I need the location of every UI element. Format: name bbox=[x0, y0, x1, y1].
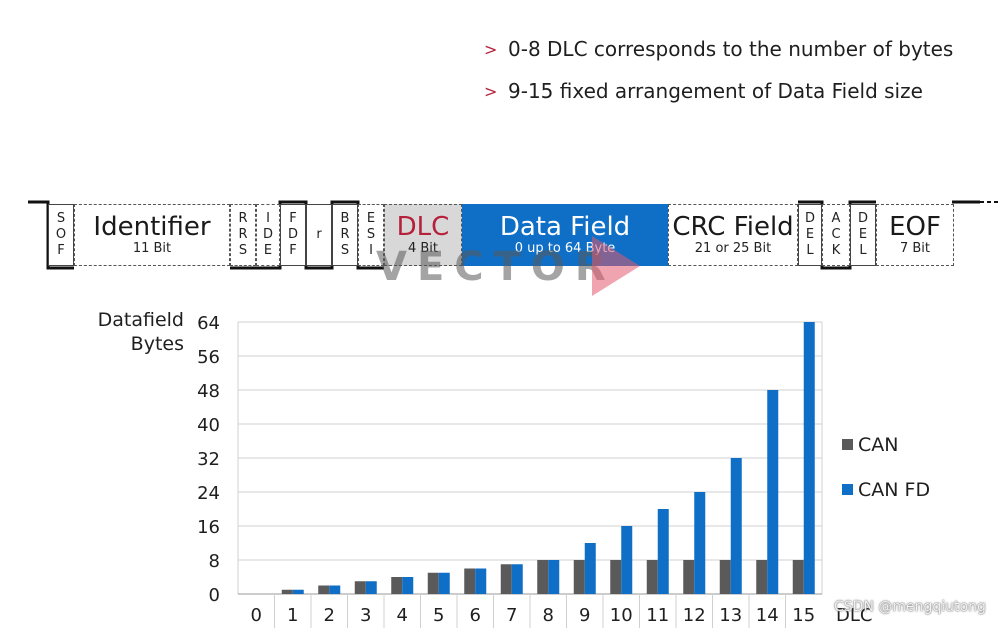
frame-rrs: R R S bbox=[230, 204, 256, 266]
y-tick-label: 24 bbox=[197, 483, 220, 504]
x-tick-label: 9 bbox=[579, 605, 590, 626]
frame-crc-field: CRC Field 21 or 25 Bit bbox=[668, 204, 798, 266]
bar-canfd bbox=[292, 589, 304, 594]
x-tick-label: 3 bbox=[360, 605, 371, 626]
vector-logo-triangle bbox=[592, 236, 640, 296]
bullet-list: > 0-8 DLC corresponds to the number of b… bbox=[484, 28, 953, 112]
bar-canfd bbox=[511, 564, 523, 594]
bullet-text: 0-8 DLC corresponds to the number of byt… bbox=[508, 37, 954, 61]
x-tick-label: 15 bbox=[792, 605, 815, 626]
frame-identifier: Identifier 11 Bit bbox=[74, 204, 230, 266]
x-tick-label: 6 bbox=[470, 605, 481, 626]
frame-ack: A C K bbox=[822, 204, 850, 266]
bullet-text: 9-15 fixed arrangement of Data Field siz… bbox=[508, 79, 923, 103]
x-tick-label: 5 bbox=[433, 605, 444, 626]
x-tick-label: 1 bbox=[287, 605, 298, 626]
bullet-item: > 0-8 DLC corresponds to the number of b… bbox=[484, 28, 953, 70]
bar-can bbox=[464, 568, 476, 594]
frame-ack-delimiter: D E L bbox=[850, 204, 876, 266]
frame-ide: I D E bbox=[256, 204, 280, 266]
bar-canfd bbox=[402, 577, 414, 594]
bar-canfd bbox=[694, 492, 706, 594]
credit-watermark: CSDN @mengqiutong bbox=[834, 599, 986, 615]
x-tick-label: 10 bbox=[610, 605, 633, 626]
x-tick-label: 12 bbox=[683, 605, 706, 626]
bar-can bbox=[756, 560, 768, 594]
bar-can bbox=[427, 572, 439, 594]
bar-can bbox=[683, 560, 695, 594]
bar-canfd bbox=[329, 585, 341, 594]
legend-label-canfd: CAN FD bbox=[858, 479, 930, 501]
bar-canfd bbox=[438, 572, 450, 594]
y-tick-label: 48 bbox=[197, 381, 220, 402]
bar-can bbox=[646, 560, 658, 594]
bar-canfd bbox=[803, 322, 815, 594]
x-tick-label: 4 bbox=[397, 605, 408, 626]
y-tick-label: 64 bbox=[197, 313, 220, 334]
x-tick-label: 14 bbox=[756, 605, 779, 626]
bar-can bbox=[573, 560, 585, 594]
x-tick-label: 13 bbox=[719, 605, 742, 626]
bar-canfd bbox=[365, 581, 377, 594]
vector-watermark: VECTOR bbox=[376, 244, 616, 290]
bar-canfd bbox=[730, 458, 742, 594]
frame-brs: B R S bbox=[332, 204, 358, 266]
frame-dlc: DLC 4 Bit bbox=[384, 204, 462, 266]
frame-r: r bbox=[306, 204, 332, 266]
y-tick-label: 40 bbox=[197, 415, 220, 436]
frame-sof: S O F bbox=[48, 204, 74, 266]
bar-canfd bbox=[657, 509, 669, 594]
y-tick-label: 8 bbox=[209, 551, 220, 572]
legend-label-can: CAN bbox=[858, 434, 898, 456]
bullet-item: > 9-15 fixed arrangement of Data Field s… bbox=[484, 70, 953, 112]
bar-canfd bbox=[584, 543, 596, 594]
bar-can bbox=[537, 560, 549, 594]
frame-crc-delimiter: D E L bbox=[798, 204, 822, 266]
x-tick-label: 8 bbox=[543, 605, 554, 626]
frame-esi: E S I bbox=[358, 204, 384, 266]
bar-can bbox=[719, 560, 731, 594]
bar-can bbox=[354, 581, 366, 594]
y-tick-label: 0 bbox=[209, 585, 220, 606]
bar-canfd bbox=[548, 560, 560, 594]
bar-can bbox=[792, 560, 804, 594]
x-axis-label: DLC bbox=[836, 605, 872, 626]
bar-canfd bbox=[767, 390, 779, 594]
bar-can bbox=[391, 577, 403, 594]
y-tick-label: 16 bbox=[197, 517, 220, 538]
bar-can bbox=[610, 560, 622, 594]
legend-swatch-canfd bbox=[842, 484, 853, 495]
bar-canfd bbox=[621, 526, 633, 594]
bar-canfd bbox=[475, 568, 487, 594]
x-tick-label: 0 bbox=[251, 605, 262, 626]
bullet-marker: > bbox=[484, 39, 498, 59]
x-tick-label: 2 bbox=[324, 605, 335, 626]
bar-can bbox=[318, 585, 330, 594]
legend-swatch-can bbox=[842, 439, 853, 450]
chart-y-axis-label: Datafield Bytes bbox=[97, 309, 184, 355]
can-fd-frame-diagram: S O F Identifier 11 Bit R R S I D E F D F… bbox=[0, 196, 1005, 276]
y-tick-label: 56 bbox=[197, 347, 220, 368]
frame-eof: EOF 7 Bit bbox=[876, 204, 954, 266]
bullet-marker: > bbox=[484, 81, 498, 101]
x-tick-label: 11 bbox=[646, 605, 669, 626]
frame-fdf: F D F bbox=[280, 204, 306, 266]
bar-can bbox=[500, 564, 512, 594]
x-tick-label: 7 bbox=[506, 605, 517, 626]
y-tick-label: 32 bbox=[197, 449, 220, 470]
bar-can bbox=[281, 589, 293, 594]
